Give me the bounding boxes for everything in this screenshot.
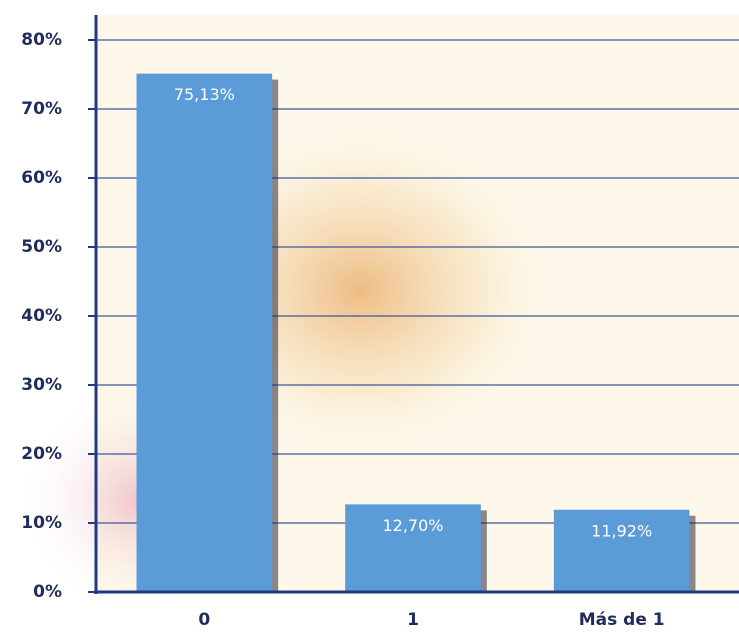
x-tick-label: 0 bbox=[198, 610, 210, 630]
y-tick-label: 10% bbox=[21, 513, 62, 533]
y-tick-label: 0% bbox=[33, 582, 62, 602]
bar bbox=[345, 504, 481, 592]
y-tick-label: 20% bbox=[21, 444, 62, 464]
bar bbox=[553, 509, 690, 592]
y-tick-label: 50% bbox=[21, 237, 62, 257]
x-tick-label: 1 bbox=[407, 610, 419, 630]
data-label: 12,70% bbox=[382, 516, 443, 535]
data-label: 11,92% bbox=[591, 521, 652, 540]
y-tick-label: 60% bbox=[21, 168, 62, 188]
x-tick-label: Más de 1 bbox=[579, 610, 665, 630]
y-tick-label: 70% bbox=[21, 99, 62, 119]
y-tick-label: 30% bbox=[21, 375, 62, 395]
y-tick-label: 40% bbox=[21, 306, 62, 326]
data-label: 75,13% bbox=[174, 85, 235, 104]
bar bbox=[136, 73, 273, 592]
y-tick-label: 80% bbox=[21, 30, 62, 50]
